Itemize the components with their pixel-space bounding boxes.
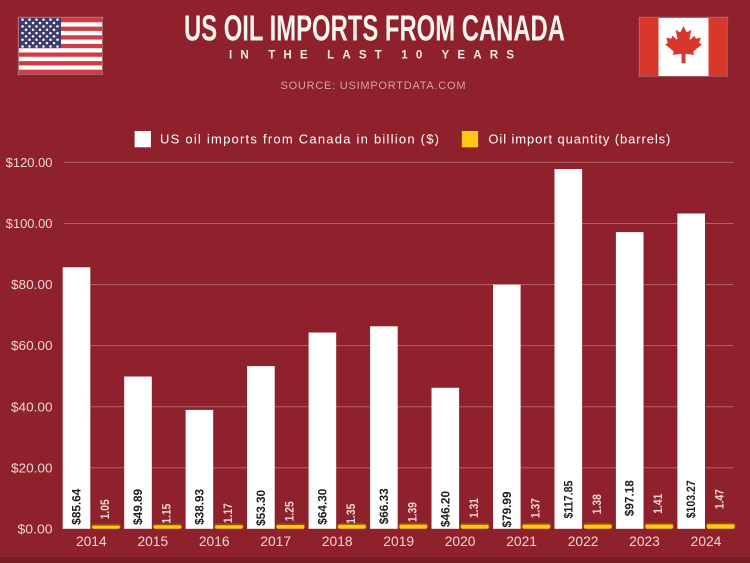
svg-text:2022: 2022 <box>568 534 599 549</box>
svg-text:2020: 2020 <box>445 534 476 549</box>
svg-text:$103.27: $103.27 <box>684 480 698 518</box>
svg-text:$85.64: $85.64 <box>70 488 84 524</box>
svg-text:Oil import quantity (barrels): Oil import quantity (barrels) <box>488 132 670 147</box>
svg-text:2017: 2017 <box>260 534 291 549</box>
svg-text:$97.18: $97.18 <box>623 480 637 516</box>
svg-text:2021: 2021 <box>506 534 537 549</box>
svg-text:$66.33: $66.33 <box>377 488 391 524</box>
svg-text:1.47: 1.47 <box>715 489 727 509</box>
svg-text:2024: 2024 <box>691 534 722 549</box>
svg-text:1.35: 1.35 <box>346 503 358 524</box>
svg-text:$53.30: $53.30 <box>254 490 268 526</box>
svg-text:1.41: 1.41 <box>653 493 665 514</box>
svg-text:$100.00: $100.00 <box>6 217 53 231</box>
svg-text:$64.30: $64.30 <box>315 488 329 524</box>
svg-text:2016: 2016 <box>199 534 230 549</box>
svg-text:$38.93: $38.93 <box>192 489 206 525</box>
svg-text:$117.85: $117.85 <box>561 480 575 518</box>
svg-text:$20.00: $20.00 <box>11 461 53 475</box>
svg-text:$40.00: $40.00 <box>11 400 53 414</box>
svg-text:1.05: 1.05 <box>100 499 112 520</box>
svg-text:1.39: 1.39 <box>407 502 419 522</box>
svg-text:1.17: 1.17 <box>223 503 235 523</box>
svg-text:2015: 2015 <box>137 534 168 549</box>
svg-text:$80.00: $80.00 <box>11 278 53 292</box>
svg-text:1.37: 1.37 <box>530 498 542 518</box>
svg-text:1.31: 1.31 <box>469 497 481 518</box>
svg-text:$49.89: $49.89 <box>131 489 145 525</box>
svg-text:$79.99: $79.99 <box>500 491 514 527</box>
svg-text:1.25: 1.25 <box>284 501 296 522</box>
svg-text:1.38: 1.38 <box>592 494 604 515</box>
svg-text:$0.00: $0.00 <box>18 522 53 536</box>
svg-text:US oil imports from Canada in: US oil imports from Canada in billion ($… <box>160 132 439 147</box>
svg-text:2023: 2023 <box>629 534 660 549</box>
svg-text:2014: 2014 <box>76 534 107 549</box>
svg-text:2018: 2018 <box>322 534 353 549</box>
svg-text:$120.00: $120.00 <box>6 156 53 170</box>
svg-text:2019: 2019 <box>383 534 414 549</box>
svg-text:$46.20: $46.20 <box>438 491 452 527</box>
svg-text:US OIL IMPORTS FROM CANADA: US OIL IMPORTS FROM CANADA <box>184 8 565 49</box>
svg-text:SOURCE: USIMPORTDATA.COM: SOURCE: USIMPORTDATA.COM <box>281 80 466 92</box>
svg-text:1.15: 1.15 <box>162 503 174 524</box>
svg-text:IN THE LAST 10 YEARS: IN THE LAST 10 YEARS <box>229 49 514 62</box>
svg-text:$60.00: $60.00 <box>11 339 53 353</box>
